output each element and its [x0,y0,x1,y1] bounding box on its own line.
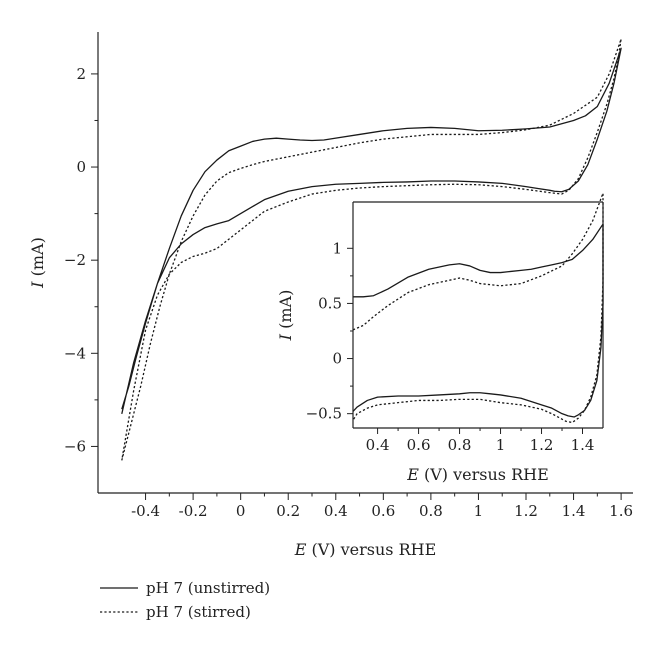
main-x-tick-label: 1.6 [609,502,633,520]
main-x-tick-label: 1.4 [562,502,586,520]
main-series-stirred-line [121,38,622,461]
inset-x-tick-label: 0.8 [448,436,472,454]
inset-y-tick-label: 0.5 [318,294,342,312]
inset-x-tick-label: 1.2 [530,436,554,454]
inset-x-tick-label: 0.4 [366,436,390,454]
inset-y-tick-label: −0.5 [306,405,342,423]
main-x-tick-label: 1 [474,502,484,520]
main-x-tick-label: 1.2 [514,502,538,520]
main-x-tick-label: 0.4 [324,502,348,520]
inset-y-tick-label: 0 [332,350,342,368]
main-x-tick-label: 0 [236,502,246,520]
inset-x-axis-label: E (V) versus RHE [406,465,549,484]
main-x-tick-label: -0.2 [179,502,208,520]
legend-label-unstirred: pH 7 (unstirred) [146,579,270,597]
main-x-axis-label: E (V) versus RHE [294,540,437,559]
main-y-tick-label: 0 [76,158,86,176]
inset-y-axis-label-symbol: I [276,333,295,341]
main-x-axis-label-text: (V) versus RHE [306,540,436,559]
inset-series-unstirred-line [352,223,604,418]
main-y-axis-label: I (mA) [28,237,47,289]
main-x-tick-label: 0.6 [371,502,395,520]
inset-plot: 0.4 0.6 0.8 1 1.2 1.4 1 0.5 0 −0.5 E (V) versus RH… [276,192,604,484]
main-x-tick-label: 0.2 [276,502,300,520]
main-y-tick-label: 2 [76,65,86,83]
inset-y-axis-label: I (mA) [276,290,295,342]
inset-x-tick-label: 0.6 [407,436,431,454]
legend: pH 7 (unstirred) pH 7 (stirred) [100,579,270,621]
legend-label-stirred: pH 7 (stirred) [146,603,251,621]
inset-x-axis-label-text: (V) versus RHE [419,465,549,484]
inset-background [353,202,603,428]
main-y-tick-label: −4 [64,344,86,362]
main-x-tick-label: -0.4 [131,502,160,520]
main-y-tick-label: −6 [64,437,86,455]
inset-y-axis-label-text: (mA) [276,290,295,334]
inset-y-tick-label: 1 [332,239,342,257]
inset-x-tick-label: 1.4 [571,436,595,454]
inset-x-axis-label-symbol: E [406,465,419,484]
inset-x-tick-label: 1 [496,436,506,454]
main-plot: -0.4 -0.2 0 0.2 0.4 0.6 0.8 1 1.2 1.4 1.6 2 0 −2 −4 −6 E… [28,32,633,559]
main-y-tick-label: −2 [64,251,86,269]
main-y-axis-label-symbol: I [28,281,47,289]
main-series-unstirred-line [121,47,622,414]
main-x-tick-label: 0.8 [419,502,443,520]
main-x-axis-label-symbol: E [294,540,307,559]
main-y-axis-label-text: (mA) [28,237,47,281]
inset-series-stirred-line [352,192,604,424]
